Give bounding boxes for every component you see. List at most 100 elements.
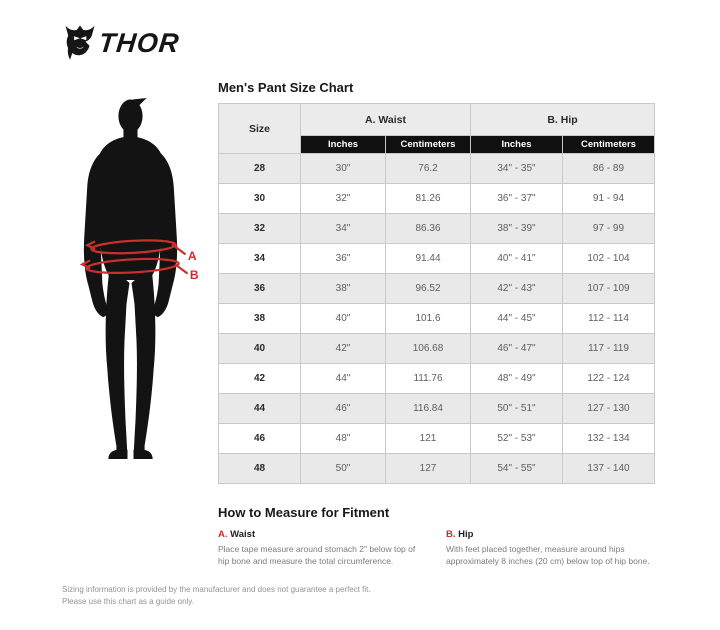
cell-size: 28 <box>218 153 301 184</box>
col-header-waist-inches: Inches <box>300 135 386 154</box>
cell-size: 48 <box>218 453 301 484</box>
cell-hip_in: 52" - 53" <box>470 423 563 454</box>
disclaimer: Sizing information is provided by the ma… <box>62 584 371 609</box>
cell-hip_in: 50" - 51" <box>470 393 563 424</box>
waist-label-a: A <box>188 249 197 263</box>
table-row: 48 50" 127 54" - 55" 137 - 140 <box>218 453 655 484</box>
cell-hip_in: 38" - 39" <box>470 213 563 244</box>
cell-waist_in: 46" <box>300 393 386 424</box>
cell-waist_in: 40" <box>300 303 386 334</box>
cell-waist_in: 32" <box>300 183 386 214</box>
cell-hip_cm: 127 - 130 <box>562 393 655 424</box>
cell-hip_in: 34" - 35" <box>470 153 563 184</box>
cell-hip_cm: 137 - 140 <box>562 453 655 484</box>
measure-item-waist: A. Waist Place tape measure around stoma… <box>218 529 426 568</box>
cell-waist_in: 48" <box>300 423 386 454</box>
cell-waist_in: 36" <box>300 243 386 274</box>
cell-hip_in: 48" - 49" <box>470 363 563 394</box>
col-header-waist-centimeters: Centimeters <box>385 135 471 154</box>
cell-waist_in: 38" <box>300 273 386 304</box>
cell-waist_cm: 116.84 <box>385 393 471 424</box>
cell-waist_in: 34" <box>300 213 386 244</box>
cell-waist_cm: 76.2 <box>385 153 471 184</box>
hip-measure-line <box>79 257 188 275</box>
cell-waist_cm: 111.76 <box>385 363 471 394</box>
cell-waist_cm: 127 <box>385 453 471 484</box>
table-row: 30 32" 81.26 36" - 37" 91 - 94 <box>218 183 655 214</box>
hip-label-b: B <box>190 268 199 282</box>
measure-text-waist: Place tape measure around stomach 2" bel… <box>218 544 416 567</box>
cell-size: 34 <box>218 243 301 274</box>
cell-waist_cm: 91.44 <box>385 243 471 274</box>
cell-hip_cm: 112 - 114 <box>562 303 655 334</box>
cell-hip_cm: 122 - 124 <box>562 363 655 394</box>
figure-panel: A B <box>60 98 200 462</box>
cell-hip_cm: 91 - 94 <box>562 183 655 214</box>
brand-wordmark: THOR <box>97 28 182 58</box>
cell-waist_cm: 101.6 <box>385 303 471 334</box>
table-row: 42 44" 111.76 48" - 49" 122 - 124 <box>218 363 655 394</box>
cell-waist_cm: 86.36 <box>385 213 471 244</box>
cell-size: 32 <box>218 213 301 244</box>
cell-size: 42 <box>218 363 301 394</box>
cell-waist_cm: 121 <box>385 423 471 454</box>
measure-section-title: How to Measure for Fitment <box>218 505 390 520</box>
cell-hip_cm: 132 - 134 <box>562 423 655 454</box>
cell-hip_in: 36" - 37" <box>470 183 563 214</box>
thor-ram-head-icon <box>65 25 95 60</box>
table-row: 40 42" 106.68 46" - 47" 117 - 119 <box>218 333 655 364</box>
measure-item-hip: B. Hip With feet placed together, measur… <box>446 529 654 568</box>
cell-hip_cm: 107 - 109 <box>562 273 655 304</box>
measure-label-waist: A. Waist <box>218 529 426 540</box>
col-header-hip: B. Hip <box>470 103 655 136</box>
cell-hip_cm: 86 - 89 <box>562 153 655 184</box>
size-table-body: 28 30" 76.2 34" - 35" 86 - 89 30 32" 81.26 36" -… <box>218 153 655 484</box>
cell-waist_in: 30" <box>300 153 386 184</box>
cell-waist_cm: 96.52 <box>385 273 471 304</box>
cell-hip_cm: 117 - 119 <box>562 333 655 364</box>
cell-hip_in: 42" - 43" <box>470 273 563 304</box>
measure-text-hip: With feet placed together, measure aroun… <box>446 544 650 567</box>
disclaimer-line-2: Please use this chart as a guide only. <box>62 597 194 607</box>
table-row: 44 46" 116.84 50" - 51" 127 - 130 <box>218 393 655 424</box>
size-table: Size A. Waist B. Hip Inches Centimeters … <box>218 103 655 484</box>
cell-hip_in: 54" - 55" <box>470 453 563 484</box>
cell-size: 30 <box>218 183 301 214</box>
col-header-hip-centimeters: Centimeters <box>562 135 655 154</box>
cell-size: 36 <box>218 273 301 304</box>
cell-waist_in: 44" <box>300 363 386 394</box>
cell-hip_cm: 102 - 104 <box>562 243 655 274</box>
waist-measure-line <box>84 239 186 255</box>
chart-section: Men's Pant Size Chart Size A. Waist B. H… <box>218 80 655 568</box>
measure-name-waist: Waist <box>227 529 256 540</box>
measure-name-hip: Hip <box>455 529 474 540</box>
table-row: 28 30" 76.2 34" - 35" 86 - 89 <box>218 153 655 184</box>
table-row: 34 36" 91.44 40" - 41" 102 - 104 <box>218 243 655 274</box>
cell-size: 46 <box>218 423 301 454</box>
table-row: 36 38" 96.52 42" - 43" 107 - 109 <box>218 273 655 304</box>
table-row: 38 40" 101.6 44" - 45" 112 - 114 <box>218 303 655 334</box>
male-silhouette: A B <box>79 98 199 459</box>
cell-waist_in: 50" <box>300 453 386 484</box>
cell-hip_in: 40" - 41" <box>470 243 563 274</box>
measure-prefix-b: B. <box>446 529 456 540</box>
cell-hip_cm: 97 - 99 <box>562 213 655 244</box>
cell-waist_cm: 106.68 <box>385 333 471 364</box>
table-row: 46 48" 121 52" - 53" 132 - 134 <box>218 423 655 454</box>
measure-label-hip: B. Hip <box>446 529 654 540</box>
cell-hip_in: 44" - 45" <box>470 303 563 334</box>
cell-size: 38 <box>218 303 301 334</box>
col-header-waist: A. Waist <box>300 103 471 136</box>
page-title: Men's Pant Size Chart <box>218 80 354 95</box>
cell-size: 40 <box>218 333 301 364</box>
table-row: 32 34" 86.36 38" - 39" 97 - 99 <box>218 213 655 244</box>
disclaimer-line-1: Sizing information is provided by the ma… <box>62 585 371 594</box>
cell-hip_in: 46" - 47" <box>470 333 563 364</box>
col-header-hip-inches: Inches <box>470 135 563 154</box>
cell-size: 44 <box>218 393 301 424</box>
col-header-size: Size <box>218 103 301 154</box>
measure-prefix-a: A. <box>218 529 228 540</box>
brand-logo: THOR <box>64 24 182 62</box>
cell-waist_cm: 81.26 <box>385 183 471 214</box>
